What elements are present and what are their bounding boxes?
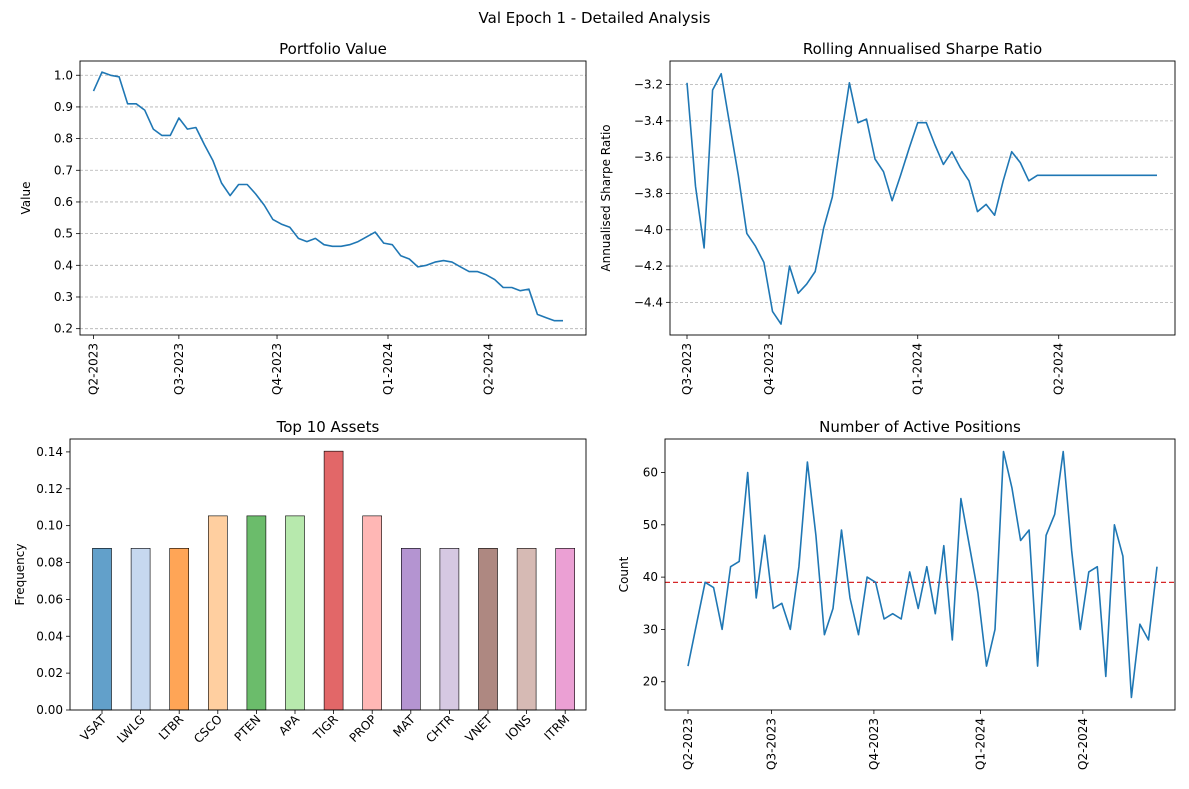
assets-xtick-label: LWLG [114,712,148,746]
panel-sharpe-ratio: Rolling Annualised Sharpe Ratio Annualis… [599,40,1176,395]
assets-ytick-label: 0.06 [36,592,63,606]
positions-xtick-label: Q1-2024 [973,718,987,770]
positions-ytick-label: 50 [643,518,658,532]
assets-chart-title: Top 10 Assets [276,418,380,436]
assets-xtick-label: CHTR [423,712,456,745]
assets-ytick-label: 0.10 [36,519,63,533]
assets-ytick-label: 0.14 [36,445,63,459]
assets-ytick-label: 0.04 [36,629,63,643]
sharpe-ytick-label: −4.2 [634,259,663,273]
panel-portfolio-value: Portfolio Value Value 0.2 0.3 0.4 0.5 0.6 0.7… [19,40,587,395]
portfolio-chart-title: Portfolio Value [279,40,387,58]
assets-ytick-label: 0.02 [36,666,63,680]
positions-series-line [687,450,1158,699]
portfolio-y-axis-label: Value [19,182,33,215]
assets-ytick-label: 0.12 [36,482,63,496]
portfolio-xtick-label: Q1-2024 [381,343,395,395]
assets-ytick-label: 0.00 [36,703,63,717]
portfolio-xtick-label: Q2-2023 [87,343,101,395]
positions-ytick-label: 60 [643,465,658,479]
assets-xtick-label: VSAT [78,712,110,744]
bar-vnet [478,548,498,711]
positions-ytick-label: 20 [643,675,658,689]
portfolio-xtick-label: Q2-2024 [482,343,496,395]
sharpe-xtick-label: Q4-2023 [762,343,776,395]
bar-lwlg [130,548,151,711]
portfolio-ytick-label: 0.2 [54,322,73,336]
assets-xtick-label: APA [276,712,303,739]
positions-xtick-label: Q2-2023 [681,718,695,770]
portfolio-ytick-label: 1.0 [54,68,73,82]
bar-prop [362,515,383,711]
portfolio-xtick-label: Q3-2023 [172,343,186,395]
bar-tigr [323,450,344,711]
bar-ltbr [169,548,189,711]
figure-suptitle: Val Epoch 1 - Detailed Analysis [479,9,711,27]
sharpe-axes-frame [669,60,1176,336]
bar-mat [400,548,421,711]
sharpe-ytick-label: −3.6 [634,150,663,164]
positions-y-axis-label: Count [617,556,631,592]
portfolio-xtick-label: Q4-2023 [270,343,284,395]
assets-y-axis-label: Frequency [13,544,27,606]
sharpe-chart-title: Rolling Annualised Sharpe Ratio [803,40,1042,58]
portfolio-ytick-label: 0.7 [54,163,73,177]
positions-ytick-label: 30 [643,622,658,636]
bar-ions [516,548,537,711]
assets-xtick-label: TIGR [310,712,341,743]
positions-ytick-label: 40 [643,570,658,584]
bar-pten [246,515,267,711]
assets-xtick-label: LTBR [156,712,186,742]
portfolio-ytick-label: 0.8 [54,132,73,146]
sharpe-xtick-label: Q3-2023 [680,343,694,395]
positions-chart-title: Number of Active Positions [819,418,1021,436]
assets-ytick-label: 0.08 [36,556,63,570]
assets-xtick-label: MAT [390,712,418,740]
assets-xtick-label: PTEN [232,712,264,744]
bar-chtr [439,548,460,711]
bar-itrm [555,548,576,711]
panel-top-assets: Top 10 Assets Frequency 0.00 0.02 0.04 0.06… [13,418,587,746]
bar-vsat [92,548,112,711]
sharpe-y-axis-label: Annualised Sharpe Ratio [599,124,613,271]
portfolio-ytick-label: 0.5 [54,227,73,241]
portfolio-series-line [92,71,563,322]
positions-xtick-label: Q2-2024 [1076,718,1090,770]
assets-xtick-label: ITRM [542,712,573,743]
portfolio-ytick-label: 0.9 [54,100,73,114]
sharpe-xtick-label: Q1-2024 [911,343,925,395]
sharpe-ytick-label: −4.0 [634,223,663,237]
positions-xtick-label: Q3-2023 [765,718,779,770]
assets-axes-frame [69,438,587,711]
assets-xtick-label: CSCO [191,712,225,746]
portfolio-ytick-label: 0.4 [54,258,73,272]
portfolio-axes-frame [79,60,587,336]
bar-apa [285,515,305,711]
sharpe-xtick-label: Q2-2024 [1052,343,1066,395]
bar-csco [208,515,228,711]
portfolio-ytick-label: 0.3 [54,290,73,304]
assets-xtick-label: IONS [503,712,534,743]
sharpe-ytick-label: −3.2 [634,78,663,92]
assets-xtick-label: VNET [463,712,496,745]
assets-xtick-label: PROP [347,712,380,745]
sharpe-ytick-label: −3.4 [634,114,663,128]
sharpe-ytick-label: −3.8 [634,186,663,200]
positions-axes-frame [664,438,1176,711]
sharpe-series-line [686,72,1157,325]
sharpe-ytick-label: −4.4 [634,295,663,309]
positions-xtick-label: Q4-2023 [867,718,881,770]
portfolio-ytick-label: 0.6 [54,195,73,209]
panel-active-positions: Number of Active Positions Count 20 30 40 5… [617,418,1176,770]
